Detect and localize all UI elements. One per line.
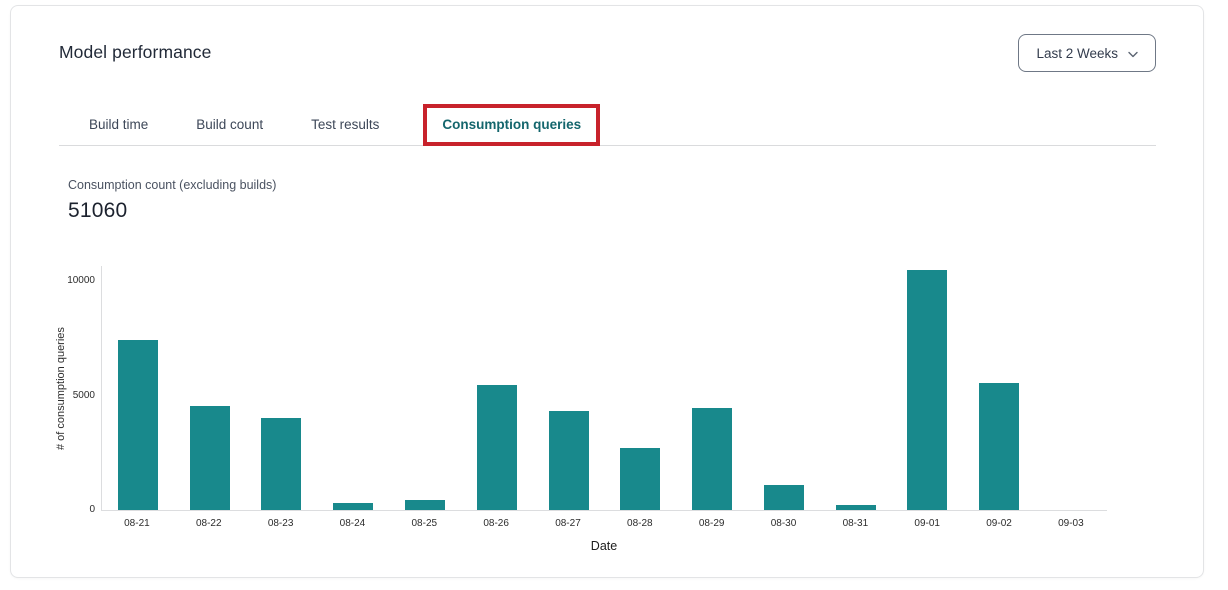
y-tick: 10000 bbox=[67, 275, 95, 287]
bar[interactable] bbox=[620, 448, 661, 510]
bar[interactable] bbox=[261, 418, 302, 510]
bar[interactable] bbox=[476, 385, 517, 510]
bar-slot bbox=[748, 485, 820, 510]
bar[interactable] bbox=[907, 270, 948, 510]
card-header: Model performance Last 2 Weeks bbox=[11, 6, 1203, 72]
bar[interactable] bbox=[835, 505, 876, 510]
date-range-selector[interactable]: Last 2 Weeks bbox=[1018, 34, 1156, 72]
x-tick: 08-27 bbox=[555, 518, 581, 529]
x-tick: 08-21 bbox=[124, 518, 150, 529]
x-tick: 08-30 bbox=[770, 518, 797, 529]
x-tick: 08-31 bbox=[842, 518, 869, 529]
tab-bar: Build time Build count Test results Cons… bbox=[59, 104, 1156, 146]
bar[interactable] bbox=[405, 500, 446, 510]
bar-slot bbox=[820, 505, 892, 510]
bar-slot bbox=[317, 503, 389, 510]
bar-slot bbox=[102, 340, 174, 510]
tab-build-count[interactable]: Build count bbox=[196, 117, 264, 132]
bar[interactable] bbox=[117, 340, 158, 510]
x-tick: 08-22 bbox=[195, 518, 222, 529]
bar-slot bbox=[174, 406, 246, 510]
x-tick: 09-01 bbox=[914, 518, 940, 529]
bar[interactable] bbox=[333, 503, 374, 510]
bar-slot bbox=[389, 500, 461, 510]
metric-label: Consumption count (excluding builds) bbox=[68, 178, 277, 192]
bar[interactable] bbox=[189, 406, 230, 510]
bar-slot bbox=[533, 411, 605, 510]
consumption-count-metric: Consumption count (excluding builds) 510… bbox=[68, 178, 1203, 223]
bar[interactable] bbox=[548, 411, 589, 510]
page-title: Model performance bbox=[59, 42, 212, 62]
x-tick: 08-24 bbox=[339, 518, 366, 529]
consumption-queries-chart: # of consumption queries 0 5000 10000 08-2… bbox=[55, 266, 1107, 553]
bar[interactable] bbox=[979, 383, 1020, 510]
bar-slot bbox=[963, 383, 1035, 510]
x-tick: 08-23 bbox=[267, 518, 294, 529]
x-tick: 08-25 bbox=[411, 518, 438, 529]
model-performance-card: Model performance Last 2 Weeks Build tim… bbox=[10, 5, 1204, 578]
x-axis-ticks: 08-21 08-22 08-23 08-24 08-25 08-26 08-27 08-28… bbox=[101, 518, 1107, 529]
bars-container bbox=[102, 266, 1107, 510]
chevron-down-icon bbox=[1128, 51, 1138, 58]
y-tick: 5000 bbox=[72, 389, 95, 401]
tab-consumption-queries[interactable]: Consumption queries bbox=[423, 104, 601, 146]
x-tick: 08-26 bbox=[483, 518, 509, 529]
y-axis-label: # of consumption queries bbox=[55, 327, 67, 450]
x-tick: 08-28 bbox=[627, 518, 653, 529]
metric-value: 51060 bbox=[68, 199, 128, 222]
plot-area: # of consumption queries 0 5000 10000 bbox=[55, 266, 1107, 515]
bar-slot bbox=[246, 418, 318, 510]
bar-slot bbox=[604, 448, 676, 510]
x-axis-title: Date bbox=[590, 539, 618, 553]
bar-slot bbox=[892, 270, 964, 510]
x-tick: 09-02 bbox=[986, 518, 1012, 529]
bar[interactable] bbox=[692, 408, 733, 510]
bar-slot bbox=[461, 385, 533, 510]
x-tick: 08-29 bbox=[698, 518, 725, 529]
bar[interactable] bbox=[763, 485, 804, 510]
tab-build-time[interactable]: Build time bbox=[89, 117, 149, 132]
x-tick: 09-03 bbox=[1058, 518, 1084, 529]
tab-test-results[interactable]: Test results bbox=[311, 117, 380, 132]
date-range-value: Last 2 Weeks bbox=[1036, 45, 1118, 61]
bar-slot bbox=[676, 408, 748, 510]
y-tick: 0 bbox=[89, 504, 95, 515]
